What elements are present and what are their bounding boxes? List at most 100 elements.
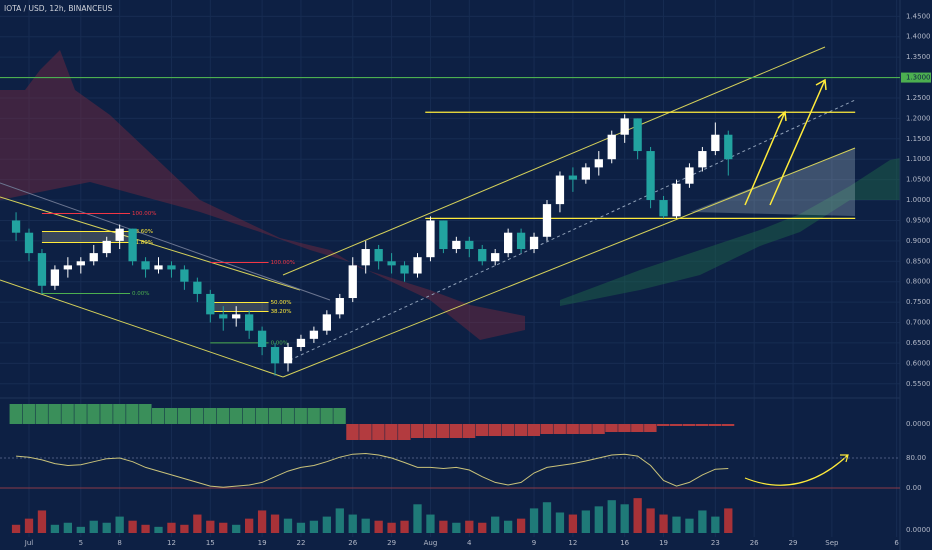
volume-bar xyxy=(128,520,137,533)
mid-line xyxy=(289,99,856,361)
momentum-bar xyxy=(501,424,515,436)
momentum-bar xyxy=(281,408,294,424)
momentum-bar xyxy=(242,408,256,424)
momentum-bar xyxy=(61,404,74,424)
candle-body xyxy=(37,253,47,286)
momentum-bar xyxy=(22,404,35,424)
candle-body xyxy=(426,220,435,258)
trend-line xyxy=(0,196,301,291)
volume-bar xyxy=(283,518,293,533)
candle-body xyxy=(128,228,137,262)
volume-bar xyxy=(89,520,98,533)
momentum-bar xyxy=(618,424,631,432)
momentum-bar xyxy=(385,424,398,440)
momentum-bar xyxy=(398,424,411,440)
candle-body xyxy=(685,167,694,184)
x-tick-label: 19 xyxy=(659,539,668,547)
momentum-bar xyxy=(307,408,320,424)
momentum-bar xyxy=(74,404,87,424)
candle-body xyxy=(594,159,603,168)
y-tick-label: 0.8500 xyxy=(906,257,931,265)
momentum-bar xyxy=(333,408,346,424)
momentum-bar xyxy=(721,424,735,426)
volume-bar xyxy=(335,508,344,533)
chart-title: IOTA / USD, 12h, BINANCEUS xyxy=(4,4,113,13)
volume-bar xyxy=(348,514,357,533)
y-tick-label: 1.4500 xyxy=(906,12,931,20)
volume-bar xyxy=(633,498,642,533)
volume-bar xyxy=(659,514,668,533)
candle-body xyxy=(141,261,150,270)
candle-body xyxy=(711,134,720,152)
volume-bar xyxy=(102,522,111,533)
momentum-bar xyxy=(35,404,48,424)
momentum-bar xyxy=(177,408,191,424)
momentum-bar xyxy=(9,404,23,424)
volume-bar xyxy=(193,514,202,533)
volume-bar xyxy=(646,508,655,533)
x-tick-label: Aug xyxy=(424,539,438,547)
candle-body xyxy=(465,240,474,250)
momentum-bar xyxy=(48,404,61,424)
candle-body xyxy=(452,240,461,250)
momentum-bar xyxy=(268,408,282,424)
x-tick-label: 16 xyxy=(620,539,629,547)
candle-body xyxy=(76,261,85,266)
x-tick-label: 29 xyxy=(387,539,396,547)
x-tick-label: 4 xyxy=(467,539,472,547)
volume-bar xyxy=(63,522,72,533)
momentum-bar xyxy=(708,424,722,426)
volume-bar xyxy=(504,520,513,533)
fib-zone xyxy=(210,302,269,312)
volume-bar xyxy=(296,522,306,533)
candle-body xyxy=(542,204,552,237)
volume-bar xyxy=(465,520,474,533)
x-tick-label: 9 xyxy=(532,539,536,547)
volume-bar xyxy=(245,518,254,533)
candle-body xyxy=(335,298,344,315)
volume-bar xyxy=(413,504,422,533)
candle-body xyxy=(348,265,357,299)
y-tick-label: 0.0000 xyxy=(906,420,931,428)
momentum-bar xyxy=(527,424,541,436)
candle-body xyxy=(516,232,526,250)
fib-label: 0.00% xyxy=(271,340,288,346)
volume-bar xyxy=(374,520,383,533)
y-tick-label: 1.2000 xyxy=(906,114,931,122)
momentum-bar xyxy=(152,408,165,424)
volume-bar xyxy=(167,522,176,533)
volume-bar xyxy=(685,518,694,533)
candle-body xyxy=(50,269,60,286)
candle-body xyxy=(11,220,21,233)
fib-label: 50.00% xyxy=(271,300,292,306)
candle-body xyxy=(245,314,254,331)
volume-bar xyxy=(516,518,526,533)
volume-bar xyxy=(37,510,47,533)
fib-label: 0.00% xyxy=(132,291,149,297)
volume-bar xyxy=(698,510,707,533)
momentum-bar xyxy=(695,424,709,426)
y-tick-label: 1.3500 xyxy=(906,53,931,61)
volume-bar xyxy=(581,510,590,533)
y-tick-label: 1.0000 xyxy=(906,196,931,204)
volume-bar xyxy=(478,522,487,533)
candle-body xyxy=(698,151,707,168)
x-tick-label: 15 xyxy=(206,539,215,547)
momentum-bar xyxy=(139,404,152,424)
candle-body xyxy=(232,314,241,319)
momentum-bar xyxy=(346,424,359,440)
price-label-box xyxy=(901,72,931,83)
momentum-bar xyxy=(566,424,579,434)
volume-bar xyxy=(141,524,150,533)
volume-bar xyxy=(542,502,552,533)
y-tick-label: 0.9500 xyxy=(906,216,931,224)
momentum-bar xyxy=(216,408,230,424)
momentum-bar xyxy=(113,404,126,424)
volume-bar xyxy=(270,514,280,533)
arrow xyxy=(744,454,849,486)
x-tick-label: 29 xyxy=(789,539,798,547)
volume-bar xyxy=(555,512,565,533)
candle-body xyxy=(529,236,539,250)
y-tick-label: 1.1000 xyxy=(906,155,931,163)
